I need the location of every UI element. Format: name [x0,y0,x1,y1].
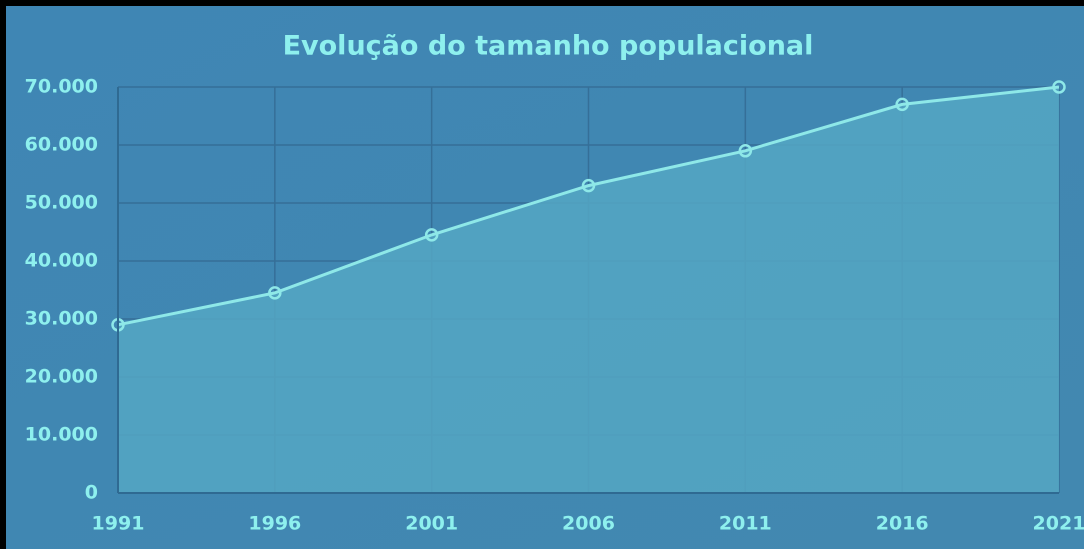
y-tick-label: 50.000 [25,192,98,214]
y-tick-label: 10.000 [25,424,98,446]
point [1052,80,1066,94]
x-tick-label: 1996 [248,513,301,535]
point [738,144,753,158]
point [268,286,282,300]
line [117,85,1060,327]
chart-title: Evolução do tamanho populacional [283,31,814,62]
x-tick-label: 2011 [719,513,772,535]
x-tick-label: 2021 [1033,513,1084,535]
x-tick-label: 2006 [562,513,615,535]
y-tick-label: 20.000 [25,366,98,388]
x-tick-label: 2001 [405,513,458,535]
area [118,87,1059,493]
y-tick-label: 40.000 [25,250,98,272]
point [895,97,909,112]
y-tick-label: 70.000 [25,76,98,98]
y-tick-label: 30.000 [25,308,98,330]
y-tick-label: 0 [85,482,98,504]
point [424,228,439,242]
x-tick-label: 2016 [876,513,929,535]
point [581,178,596,193]
x-tick-label: 1991 [92,513,145,535]
y-tick-label: 60.000 [25,134,98,156]
